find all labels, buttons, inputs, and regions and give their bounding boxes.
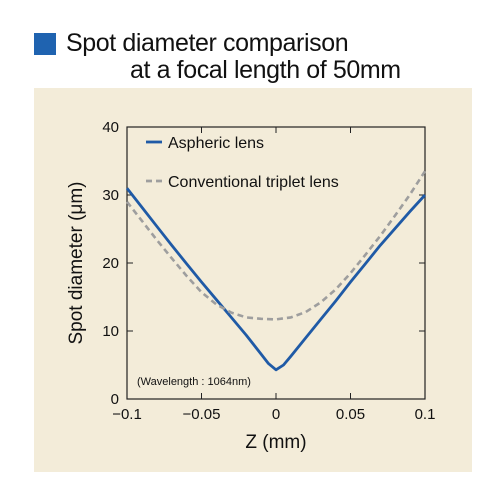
legend-label: Aspheric lens: [168, 135, 264, 152]
y-axis-label: Spot diameter (μm): [66, 182, 87, 345]
title-marker-square: [34, 33, 56, 55]
wavelength-annotation: (Wavelength : 1064nm): [137, 376, 251, 388]
series-line-aspheric-lens: [125, 187, 427, 372]
x-tick-label: 0: [272, 406, 280, 423]
legend-label: Conventional triplet lens: [168, 174, 339, 191]
chart-title-line1: Spot diameter comparison: [66, 29, 349, 57]
chart-axes: −0.1 −0.05 0 0.05 0.1 0 10 20 30 40: [102, 119, 435, 423]
chart-series-layer: [125, 170, 427, 372]
y-tick-label: 20: [102, 255, 119, 272]
x-tick-label: 0.05: [336, 406, 365, 423]
y-tick-label: 40: [102, 119, 119, 136]
x-tick-label: −0.1: [112, 406, 142, 423]
x-tick-label: −0.05: [183, 406, 221, 423]
plot-frame: [126, 126, 426, 400]
chart-title: Spot diameter comparison at a focal leng…: [34, 28, 474, 84]
y-tick-label: 0: [111, 391, 119, 408]
y-tick-label: 10: [102, 323, 119, 340]
chart-panel: [34, 88, 472, 472]
x-axis-label: Z (mm): [245, 432, 306, 453]
x-tick-label: 0.1: [415, 406, 436, 423]
chart-title-line2: at a focal length of 50mm: [130, 56, 401, 84]
y-tick-label: 30: [102, 187, 119, 204]
chart-legend: Aspheric lens Conventional triplet lens: [146, 135, 339, 191]
